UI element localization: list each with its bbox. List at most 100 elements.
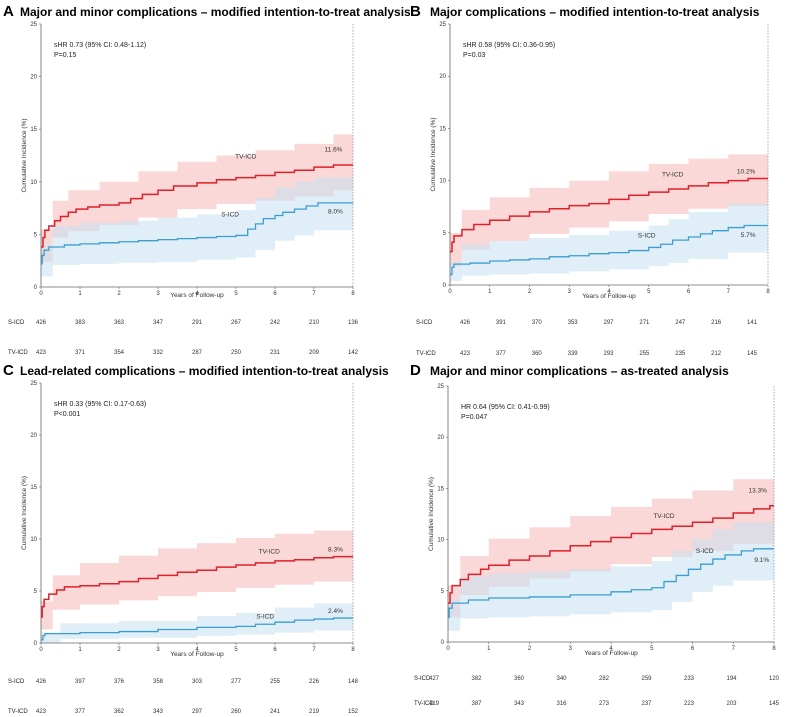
risk-count: 354 [114,350,125,356]
tv-icd-label: TV-ICD [235,154,257,161]
panel-letter: B [410,3,421,20]
risk-count: 237 [641,701,652,707]
x-tick-label: 6 [691,646,695,652]
risk-count: 233 [684,676,695,682]
x-tick-label: 3 [156,647,160,653]
tv-icd-curve [41,164,353,248]
risk-count: 241 [270,709,281,715]
risk-count: 148 [348,679,359,685]
risk-count: 377 [75,709,86,715]
x-axis-label: Years of Follow-up [584,650,638,657]
x-axis-label: Years of Follow-up [582,293,636,300]
y-tick-label: 20 [437,435,444,441]
y-tick-label: 0 [443,283,447,289]
panel-title: Major complications – modified intention… [430,5,760,19]
x-tick-label: 7 [312,647,316,653]
x-tick-label: 5 [234,291,238,297]
tv-icd-curve [448,505,774,604]
s-icd-label: S-ICD [638,232,656,239]
risk-count: 260 [231,709,242,715]
s-icd-ci-band [448,519,774,631]
x-tick-label: 0 [39,647,43,653]
risk-count: 297 [603,320,614,326]
risk-count: 339 [568,351,579,357]
risk-count: 259 [641,676,652,682]
y-tick-label: 15 [30,485,37,491]
risk-count: 347 [153,320,164,326]
y-tick-label: 25 [437,384,444,390]
x-tick-label: 5 [234,647,238,653]
s-icd-end-value: 5.7% [741,232,756,239]
risk-count: 242 [270,320,281,326]
s-icd-label: S-ICD [696,548,714,555]
tv-icd-ci-band [41,132,353,262]
x-tick-label: 8 [351,647,355,653]
x-tick-label: 5 [650,646,654,652]
panel-c: C Lead-related complications – modified i… [3,362,389,715]
s-icd-end-value: 2.4% [328,608,343,615]
risk-count: 223 [684,701,695,707]
tv-icd-label: TV-ICD [653,513,675,520]
panel-title: Major and minor complications – modified… [20,5,411,19]
risk-count: 145 [747,351,758,357]
risk-count: 297 [192,709,203,715]
risk-count: 371 [75,350,86,356]
risk-count: 426 [36,679,47,685]
risk-count: 426 [36,320,47,326]
panel-title: Major and minor complications – as-treat… [430,364,729,378]
x-tick-label: 3 [156,291,160,297]
s-icd-curve [450,224,768,276]
x-tick-label: 4 [195,647,199,653]
y-tick-label: 25 [439,22,446,28]
risk-count: 360 [532,351,543,357]
y-tick-label: 15 [437,486,444,492]
risk-count: 303 [192,679,203,685]
x-tick-label: 8 [351,291,355,297]
risk-count: 203 [726,701,737,707]
risk-row-label: TV-ICD [414,701,434,707]
risk-count: 212 [711,351,722,357]
y-axis-label: Cumulative Incidence (%) [21,118,28,192]
s-icd-label: S-ICD [256,614,274,621]
y-axis-label: Cumulative Incidence (%) [21,476,28,550]
tv-icd-end-value: 10.2% [737,168,756,175]
risk-count: 427 [429,676,440,682]
risk-count: 397 [75,679,86,685]
risk-row-label: S-ICD [414,676,431,682]
s-icd-curve [41,202,353,265]
tv-icd-curve [41,555,353,618]
tv-icd-ci-band [41,529,353,630]
risk-count: 282 [599,676,610,682]
x-tick-label: 4 [609,646,613,652]
risk-count: 423 [36,709,47,715]
risk-count: 250 [231,350,242,356]
x-tick-label: 2 [117,647,121,653]
risk-count: 360 [514,676,525,682]
y-tick-label: 5 [443,231,447,237]
risk-count: 273 [599,701,610,707]
risk-count: 142 [348,350,359,356]
y-tick-label: 20 [30,433,37,439]
panel-b: B Major complications – modified intentio… [410,3,770,357]
risk-count: 387 [471,701,482,707]
y-tick-label: 10 [30,537,37,543]
x-axis-label: Years of Follow-up [170,651,224,658]
x-tick-label: 1 [78,647,82,653]
x-tick-label: 2 [528,646,532,652]
risk-count: 235 [675,351,686,357]
panel-d: D Major and minor complications – as-trea… [410,362,780,707]
risk-count: 141 [747,320,758,326]
x-axis-label: Years of Follow-up [170,292,224,299]
s-icd-end-value: 8.0% [328,208,343,215]
x-tick-label: 0 [446,646,450,652]
x-tick-label: 5 [647,289,651,295]
risk-count: 340 [556,676,567,682]
s-icd-label: S-ICD [221,212,239,219]
risk-count: 136 [348,320,359,326]
s-icd-ci-band [450,201,768,281]
x-tick-label: 7 [312,291,316,297]
x-tick-label: 6 [687,289,691,295]
x-tick-label: 7 [727,289,731,295]
risk-count: 271 [639,320,650,326]
